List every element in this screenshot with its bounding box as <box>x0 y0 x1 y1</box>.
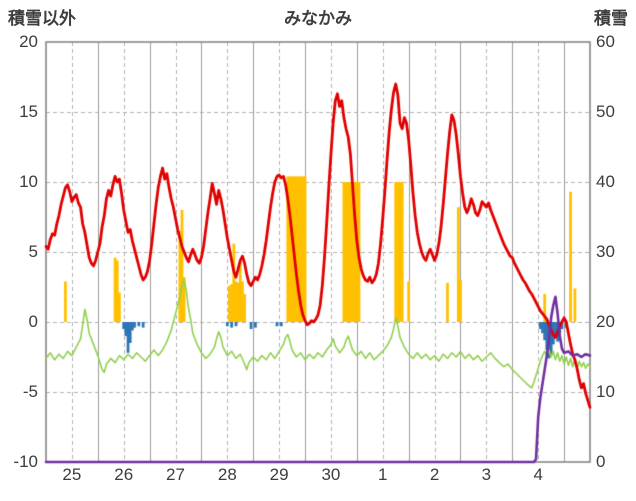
right-axis-title: 積雪 <box>594 9 628 28</box>
left-axis-tick: 5 <box>28 242 38 261</box>
x-axis-tick: 28 <box>217 465 237 484</box>
x-axis-tick: 2 <box>429 465 440 484</box>
left-axis-tick: -10 <box>13 452 38 471</box>
x-axis-tick: 3 <box>481 465 492 484</box>
x-axis-tick: 30 <box>321 465 341 484</box>
x-axis-tick: 26 <box>114 465 134 484</box>
right-axis-tick: 40 <box>596 172 615 191</box>
right-axis-tick: 50 <box>596 102 615 121</box>
right-axis-tick: 30 <box>596 242 615 261</box>
x-axis-tick: 1 <box>378 465 388 484</box>
left-axis-tick: 15 <box>19 102 38 121</box>
x-axis-tick: 4 <box>533 465 543 484</box>
right-axis-tick: 10 <box>596 382 615 401</box>
left-axis-tick: -5 <box>22 382 38 401</box>
right-axis-tick: 0 <box>596 452 606 471</box>
x-axis-tick: 25 <box>62 465 82 484</box>
left-axis-tick: 20 <box>19 32 38 51</box>
left-axis-title: 積雪以外 <box>8 9 76 28</box>
chart-title: みなかみ <box>284 9 352 28</box>
right-axis-tick: 60 <box>596 32 615 51</box>
left-axis-tick: 0 <box>28 312 38 331</box>
right-axis-tick: 20 <box>596 312 615 331</box>
x-axis-tick: 29 <box>269 465 289 484</box>
left-axis-tick: 10 <box>19 172 38 191</box>
x-axis-tick: 27 <box>166 465 185 484</box>
